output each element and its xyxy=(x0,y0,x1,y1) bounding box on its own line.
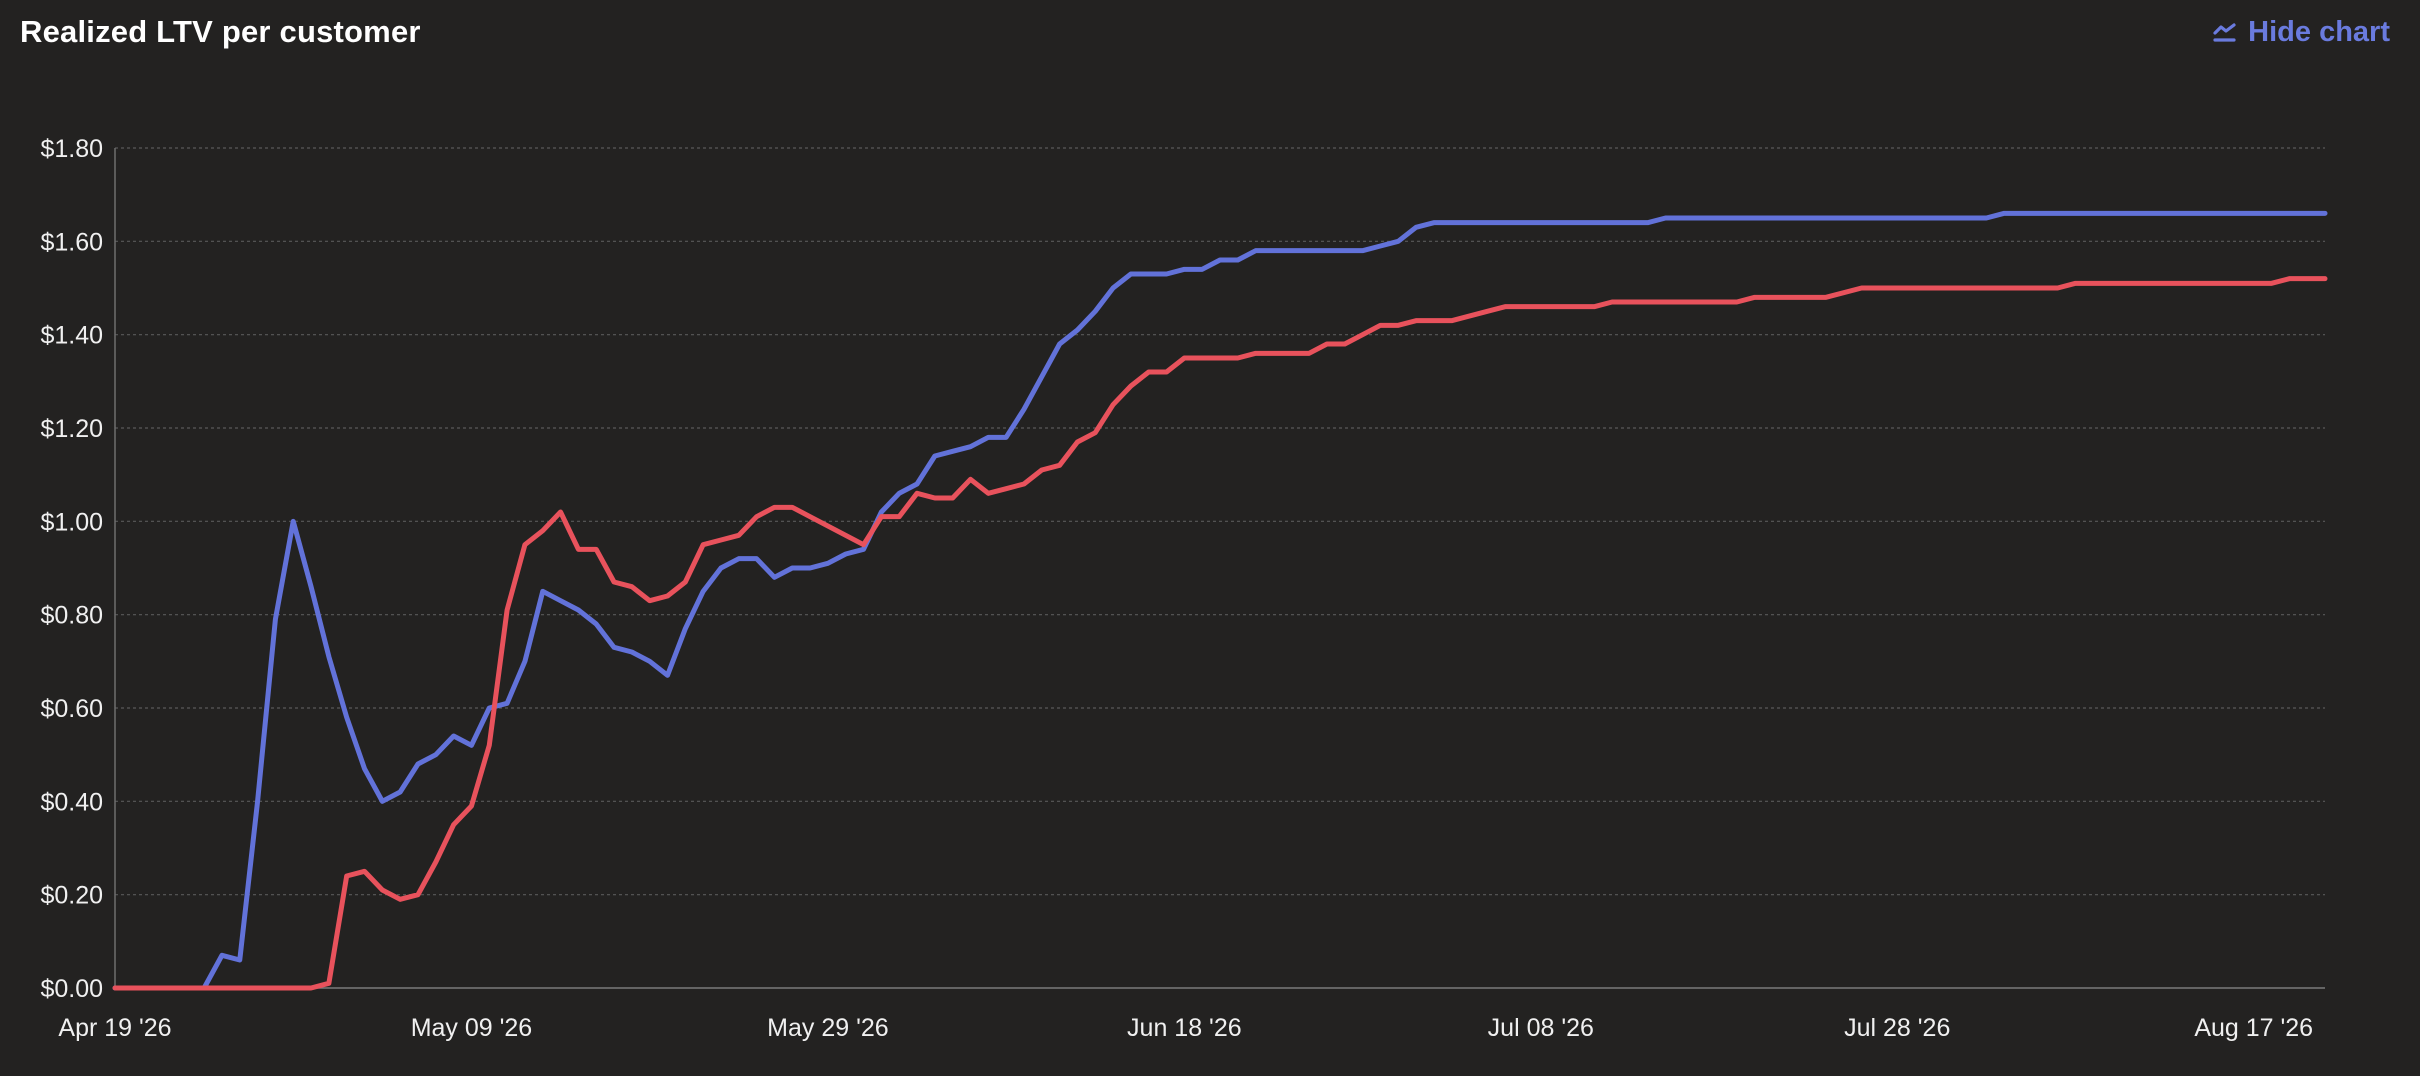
y-tick-label: $0.60 xyxy=(40,695,103,723)
x-tick-label: May 09 '26 xyxy=(411,1014,533,1042)
y-tick-label: $1.20 xyxy=(40,415,103,443)
x-axis-tick-labels: Apr 19 '26 May 09 '26 May 29 '26 Jun 18 '26… xyxy=(58,1014,2313,1042)
y-tick-label: $0.40 xyxy=(40,788,103,816)
y-tick-label: $0.00 xyxy=(40,975,103,1003)
y-axis-tick-labels: $0.00 $0.20 $0.40 $0.60 $0.80 $1.00 $1.20 $1.40… xyxy=(40,135,103,1003)
y-tick-label: $0.80 xyxy=(40,602,103,630)
x-tick-label: Jul 28 '26 xyxy=(1844,1014,1950,1042)
x-tick-label: Aug 17 '26 xyxy=(2194,1014,2313,1042)
chart-header: Realized LTV per customer Hide chart xyxy=(20,14,2390,58)
y-tick-label: $0.20 xyxy=(40,882,103,910)
x-tick-label: Jun 18 '26 xyxy=(1127,1014,1242,1042)
grid-lines xyxy=(115,147,2325,896)
x-tick-label: Apr 19 '26 xyxy=(58,1014,171,1042)
y-tick-label: $1.00 xyxy=(40,508,103,536)
y-tick-label: $1.80 xyxy=(40,135,103,163)
x-tick-label: Jul 08 '26 xyxy=(1488,1014,1594,1042)
page-title: Realized LTV per customer xyxy=(20,14,421,49)
axes xyxy=(114,148,2325,989)
hide-chart-button[interactable]: Hide chart xyxy=(2212,16,2390,49)
series-lines xyxy=(112,210,2328,991)
series-line-2 xyxy=(112,276,2328,991)
series-line-1 xyxy=(112,210,2328,991)
line-chart-icon xyxy=(2212,22,2238,44)
y-tick-label: $1.60 xyxy=(40,228,103,256)
x-tick-label: May 29 '26 xyxy=(767,1014,889,1042)
y-tick-label: $1.40 xyxy=(40,322,103,350)
hide-chart-label: Hide chart xyxy=(2248,16,2390,48)
